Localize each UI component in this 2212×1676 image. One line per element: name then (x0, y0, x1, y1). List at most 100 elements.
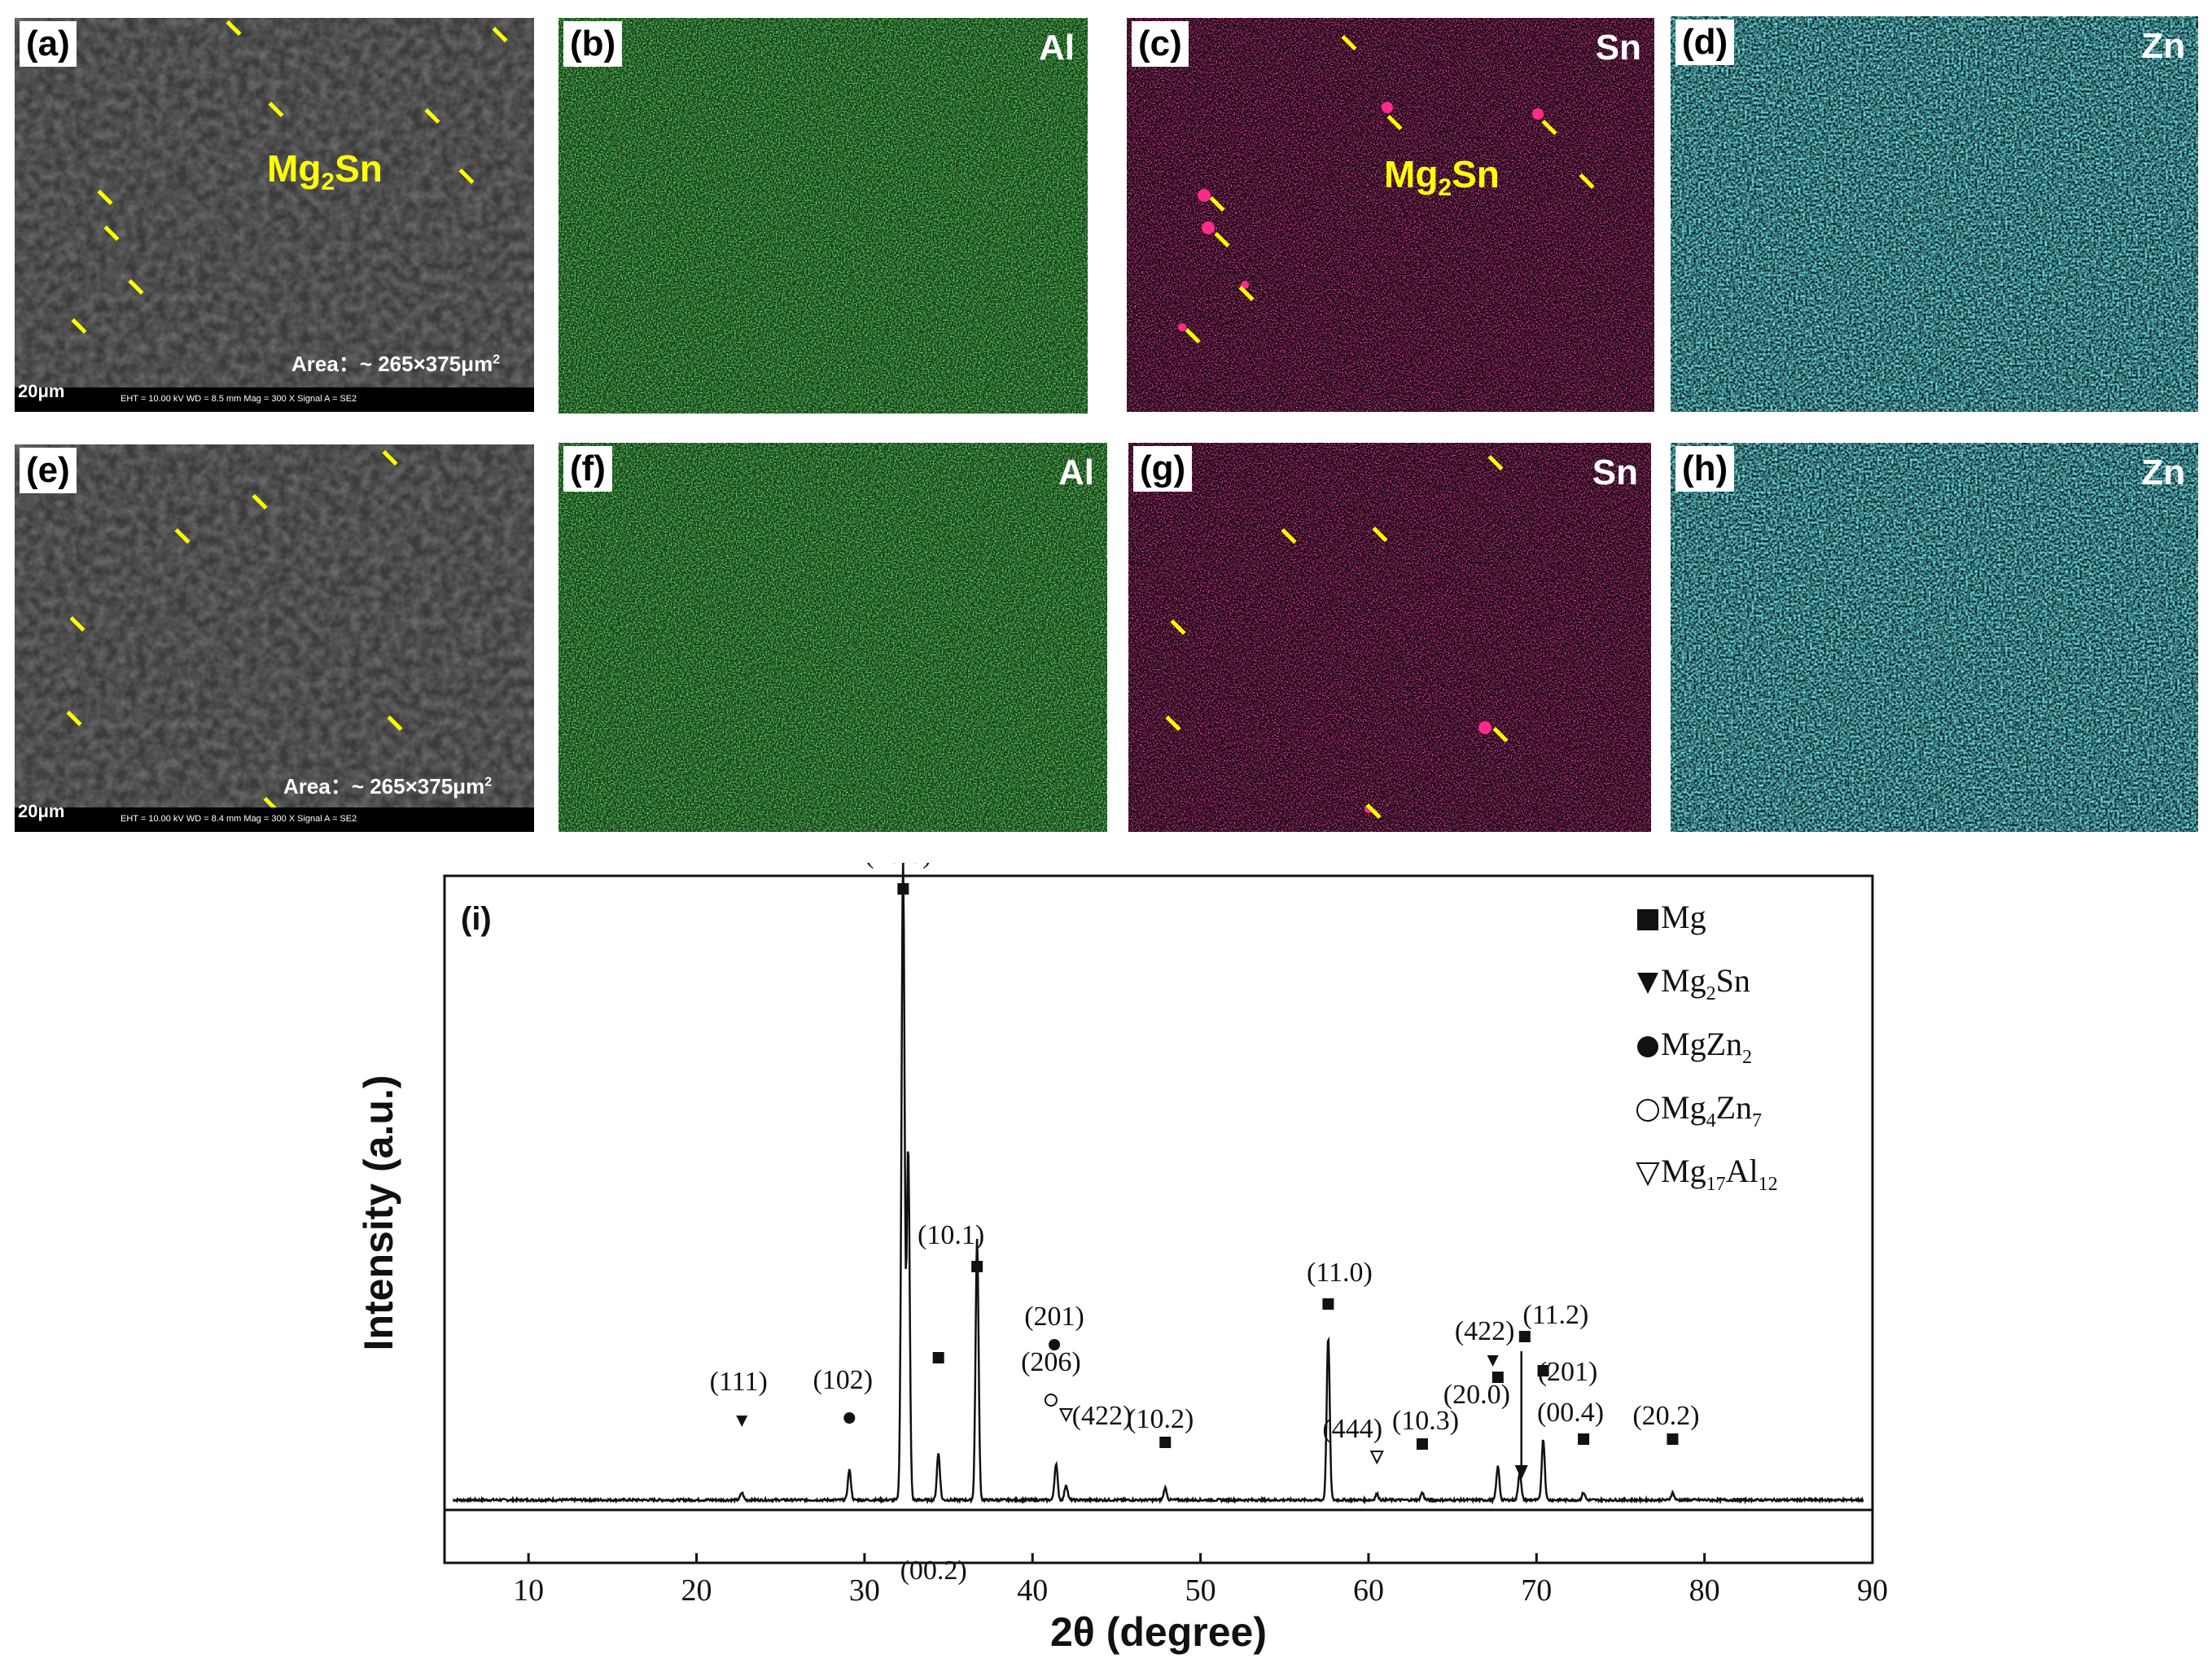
peak-label: (10.3) (1392, 1406, 1459, 1436)
legend-marker (1637, 1036, 1658, 1057)
scale-label: 20μm (18, 381, 65, 401)
peak-label: (10.1) (918, 1220, 984, 1250)
eds-panel-g: (g) Sn (1128, 443, 1651, 832)
sem-panel-a: (a) Mg2Sn Area：~ 265×375μm2 20μm EHT = 1… (15, 18, 534, 412)
peak-marker (1044, 1394, 1058, 1407)
peak-marker (1537, 1365, 1549, 1376)
scale-bar: 20μm EHT = 10.00 kV WD = 8.4 mm Mag = 30… (15, 801, 534, 832)
eds-panel-c: (c) Sn Mg2Sn (1127, 18, 1654, 412)
panel-label: (g) (1133, 446, 1193, 492)
panel-label: (c) (1132, 21, 1189, 67)
eds-panel-b: (b) Al (558, 18, 1088, 414)
y-axis-label: Intensity (a.u.) (356, 1075, 401, 1351)
element-label: Sn (1592, 453, 1638, 492)
peak-marker (1416, 1438, 1428, 1450)
peak-label: (11.2) (1522, 1300, 1588, 1330)
eds-panel-d: (d) Zn (1671, 16, 2198, 412)
panel-label: (a) (20, 21, 77, 67)
peak-marker (1369, 1451, 1384, 1465)
sem-texture (15, 444, 534, 832)
legend-label: Mg (1661, 899, 1706, 935)
element-label: Al (1039, 28, 1075, 68)
peak-label: (10.0) (865, 863, 931, 869)
eds-map-zn (1671, 16, 2198, 412)
panel-label: (i) (461, 901, 492, 937)
legend: Mg Mg2Sn MgZn2 Mg4Zn7 Mg17Al12 (1636, 899, 1778, 1195)
eds-map-zn (1671, 443, 2198, 832)
peak-label: (206) (1021, 1347, 1081, 1377)
legend-marker (1636, 1099, 1659, 1122)
peak-marker (932, 1352, 944, 1363)
peak-label: (422) (1455, 1316, 1515, 1346)
peak-label: (111) (710, 1367, 768, 1397)
panel-label: (d) (1675, 20, 1735, 65)
legend-label: MgZn2 (1661, 1026, 1752, 1068)
eds-map-sn (1127, 18, 1654, 412)
peak-arrow-head (1514, 1465, 1528, 1480)
plot-frame (443, 874, 1874, 1564)
panel-label: (e) (20, 448, 77, 493)
eds-panel-f: (f) Al (558, 443, 1107, 832)
peak-label: (20.2) (1632, 1401, 1699, 1431)
mg2sn-label: Mg2Sn (267, 147, 383, 196)
peak-label: (201) (1538, 1357, 1598, 1387)
x-tick-label: 40 (1017, 1573, 1048, 1608)
peak-label: (00.4) (1537, 1398, 1604, 1428)
x-tick-label: 20 (681, 1573, 712, 1608)
area-note: Area：~ 265×375μm2 (291, 352, 501, 376)
panel-label: (h) (1675, 446, 1735, 492)
element-label: Zn (2141, 453, 2185, 492)
x-tick-label: 50 (1185, 1573, 1216, 1608)
peak-marker (1322, 1298, 1334, 1310)
x-tick-label: 70 (1521, 1573, 1552, 1608)
peak-label: (00.2) (900, 1556, 967, 1586)
peak-label: (422) (1072, 1401, 1132, 1431)
sem-info: EHT = 10.00 kV WD = 8.5 mm Mag = 300 X S… (120, 394, 357, 404)
sem-texture (15, 18, 534, 412)
x-axis-label: 2θ (degree) (1050, 1609, 1267, 1655)
element-label: Al (1058, 453, 1094, 492)
xrd-spectrum-line (452, 863, 1864, 1505)
panel-label: (f) (563, 446, 612, 492)
sem-panel-e: (e) Area：~ 265×375μm2 20μm EHT = 10.00 k… (15, 444, 534, 832)
legend-label: Mg2Sn (1661, 962, 1750, 1004)
peak-marker (1518, 1331, 1531, 1342)
peak-label: (20.0) (1443, 1380, 1510, 1410)
peak-marker (1049, 1339, 1061, 1350)
peak-label: (10.2) (1127, 1404, 1194, 1434)
x-tick-label: 90 (1857, 1573, 1888, 1608)
peak-label: (102) (813, 1365, 873, 1395)
legend-label: Mg4Zn7 (1661, 1089, 1762, 1131)
xrd-chart: (i) 10 20 30 40 50 60 70 80 90 2θ (degree) Inten… (356, 863, 1888, 1655)
panel-label: (b) (563, 21, 623, 67)
peak-marker (843, 1412, 856, 1424)
sem-info: EHT = 10.00 kV WD = 8.4 mm Mag = 300 X S… (120, 814, 357, 824)
x-tick-label: 30 (849, 1573, 880, 1608)
peak-annotations: (111) (102) (10.0) (00.2) (10.1) (201) (206) (4… (710, 863, 1700, 1586)
peak-label: (201) (1024, 1302, 1084, 1332)
legend-marker (1637, 973, 1658, 994)
legend-label: Mg17Al12 (1661, 1153, 1778, 1195)
peak-marker (1058, 1408, 1074, 1423)
peak-marker (1491, 1372, 1504, 1383)
peak-marker (736, 1416, 748, 1427)
eds-map-al (558, 18, 1088, 414)
peak-marker (1487, 1355, 1499, 1367)
eds-panel-h: (h) Zn (1671, 443, 2198, 832)
x-tick-label: 60 (1353, 1573, 1384, 1608)
mg2sn-label: Mg2Sn (1384, 153, 1500, 202)
x-ticks: 10 20 30 40 50 60 70 80 90 (513, 1553, 1888, 1608)
area-note: Area：~ 265×375μm2 (283, 774, 493, 799)
eds-map-al (558, 443, 1107, 832)
scale-label: 20μm (18, 801, 65, 821)
legend-marker (1637, 909, 1658, 930)
peak-label: (11.0) (1307, 1258, 1373, 1288)
peak-marker (1667, 1433, 1679, 1445)
peak-marker (1578, 1433, 1590, 1445)
peak-marker (897, 883, 909, 895)
legend-marker (1636, 1162, 1660, 1187)
element-label: Zn (2141, 26, 2185, 66)
peak-marker (1159, 1437, 1172, 1448)
eds-map-sn (1128, 443, 1651, 832)
peak-marker (971, 1261, 983, 1272)
